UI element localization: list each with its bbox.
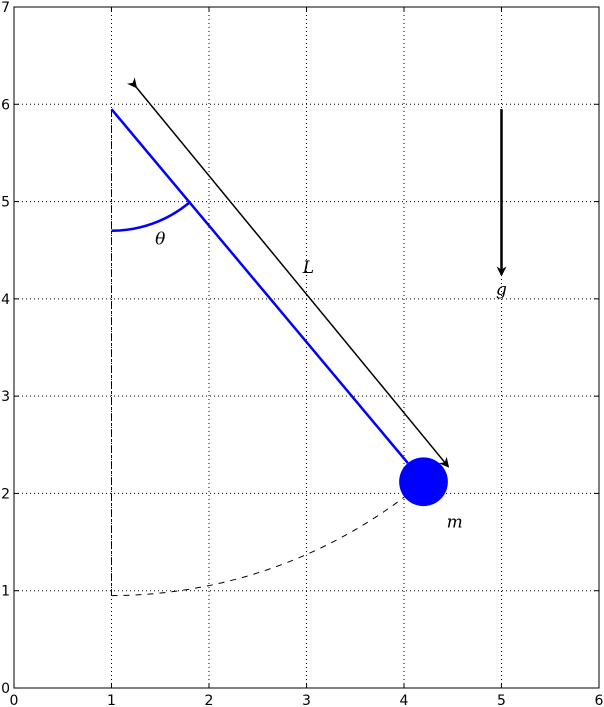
x-tick-label: 2 <box>205 693 214 707</box>
length-label: L <box>302 258 314 278</box>
swing-arc <box>111 481 424 597</box>
pendulum-rod <box>110 108 409 464</box>
y-tick-label: 4 <box>1 292 10 308</box>
theta-label: θ <box>155 230 165 250</box>
theta-angle-arc <box>111 201 191 233</box>
x-tick-label: 4 <box>400 693 409 707</box>
x-tick-label: 6 <box>595 693 604 707</box>
y-tick-label: 3 <box>1 389 10 405</box>
y-tick-label: 7 <box>1 0 10 16</box>
x-tick-label: 3 <box>302 693 311 707</box>
diagram-marks: θ L g m <box>110 77 507 597</box>
y-tick-label: 6 <box>1 97 10 113</box>
y-tick-label: 5 <box>1 195 10 211</box>
x-tick-label: 5 <box>497 693 506 707</box>
length-arrow <box>126 77 450 468</box>
grid <box>13 6 600 689</box>
gravity-label: g <box>496 280 507 300</box>
pendulum-bob <box>399 457 448 507</box>
x-tick-label: 0 <box>10 693 19 707</box>
mass-label: m <box>447 513 463 533</box>
y-tick-label: 2 <box>1 486 10 502</box>
y-tick-label: 1 <box>1 584 10 600</box>
y-tick-label: 0 <box>1 681 10 697</box>
x-tick-label: 1 <box>107 693 116 707</box>
